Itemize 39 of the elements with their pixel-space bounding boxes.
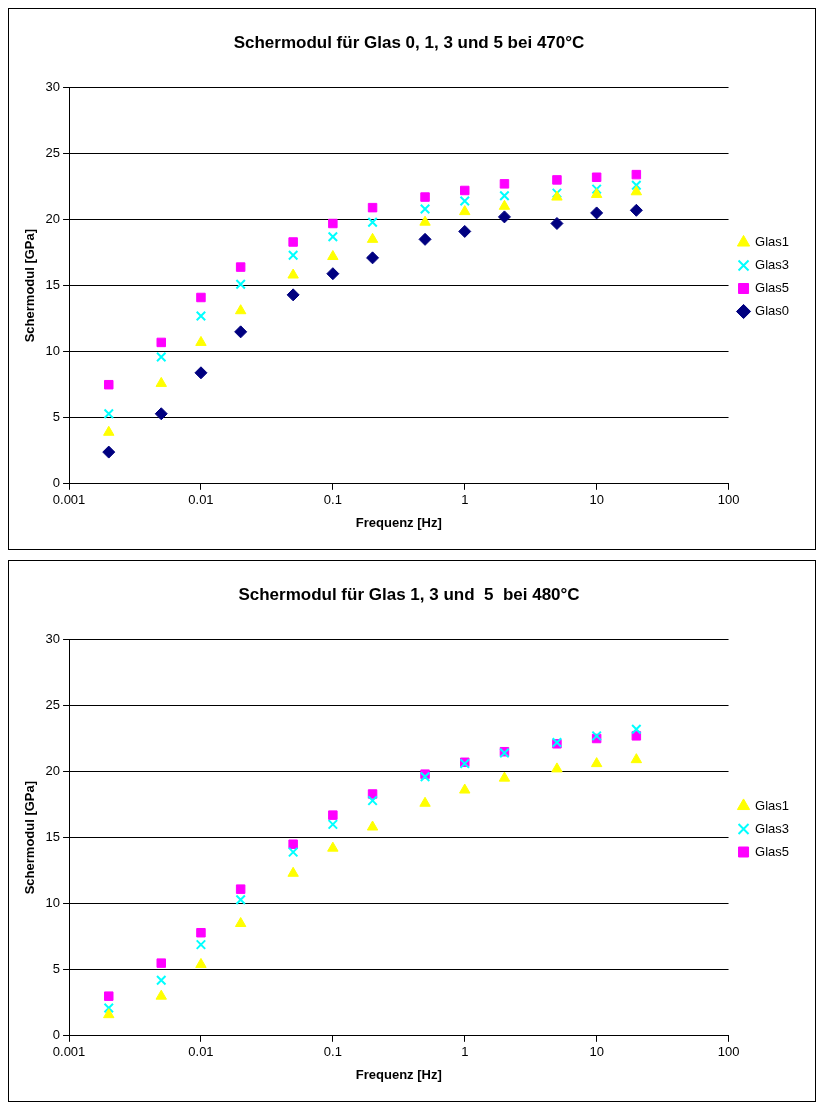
x-tick-label: 0.01 [188, 1044, 214, 1060]
chart-title: Schermodul für Glas 0, 1, 3 und 5 bei 470°C [233, 32, 585, 52]
x-axis-title: Frequenz [Hz] [355, 514, 442, 530]
legend-label: Glas3 [755, 820, 790, 836]
y-tick-label: 15 [45, 829, 61, 845]
x-tick-label: 0.001 [52, 1044, 86, 1060]
y-tick-label: 0 [52, 475, 61, 491]
y-tick-label: 20 [45, 211, 61, 227]
legend-label: Glas0 [755, 303, 790, 319]
y-tick-label: 25 [45, 697, 61, 713]
x-tick-label: 1 [461, 1044, 469, 1060]
x-tick-label: 0.001 [52, 492, 86, 508]
x-axis-title: Frequenz [Hz] [355, 1066, 442, 1082]
y-tick-label: 5 [52, 409, 61, 425]
x-tick-label: 10 [589, 492, 604, 508]
x-tick-label: 100 [717, 1044, 740, 1060]
legend-label: Glas5 [755, 843, 790, 859]
y-tick-label: 5 [52, 961, 61, 977]
y-axis-title: Schermodul [GPa] [22, 780, 38, 895]
y-tick-label: 0 [52, 1027, 61, 1043]
x-tick-label: 0.01 [188, 492, 214, 508]
chart-title: Schermodul für Glas 1, 3 und 5 bei 480°C [238, 584, 580, 604]
y-tick-label: 10 [45, 895, 61, 911]
y-tick-label: 10 [45, 343, 61, 359]
legend-label: Glas5 [755, 280, 790, 296]
y-tick-label: 20 [45, 763, 61, 779]
y-tick-label: 30 [45, 630, 61, 646]
x-tick-label: 1 [461, 492, 469, 508]
legend-label: Glas1 [755, 797, 790, 813]
x-tick-label: 100 [717, 492, 740, 508]
x-tick-label: 0.1 [323, 492, 342, 508]
legend-label: Glas3 [755, 257, 790, 273]
y-tick-label: 25 [45, 145, 61, 161]
x-tick-label: 10 [589, 1044, 604, 1060]
x-tick-label: 0.1 [323, 1044, 342, 1060]
y-tick-label: 30 [45, 78, 61, 94]
legend-label: Glas1 [755, 234, 790, 250]
y-tick-label: 15 [45, 277, 61, 293]
y-axis-title: Schermodul [GPa] [22, 228, 38, 343]
